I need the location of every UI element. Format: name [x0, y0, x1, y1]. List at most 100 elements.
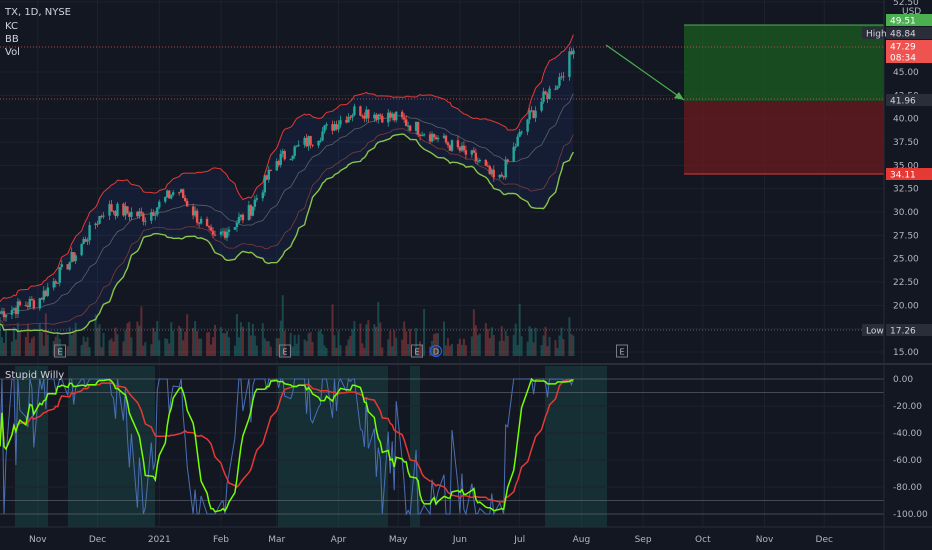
candle-body	[518, 131, 521, 137]
projection-arrow[interactable]	[605, 44, 685, 101]
candle-body	[353, 106, 356, 116]
svg-text:E: E	[414, 348, 419, 357]
volume-bar	[112, 341, 115, 356]
event-marker-e[interactable]: E	[54, 344, 66, 358]
volume-bar	[395, 337, 398, 356]
volume-bar	[305, 341, 308, 356]
svg-text:17.26: 17.26	[890, 327, 916, 337]
volume-bar	[68, 327, 71, 356]
volume-bar	[462, 338, 465, 356]
volume-bar	[303, 339, 306, 356]
volume-bar	[124, 330, 127, 356]
legend-kc[interactable]: KC	[5, 21, 18, 32]
indicator-highlight	[68, 366, 155, 527]
candle-body	[422, 134, 426, 136]
candle-body	[209, 227, 213, 231]
candle-body	[164, 196, 167, 202]
candle-body	[305, 137, 308, 147]
candle-body	[130, 211, 133, 217]
candle-body	[361, 115, 364, 117]
candle-body	[488, 166, 491, 174]
volume-bar	[293, 335, 296, 356]
candle-body	[152, 212, 155, 216]
volume-bar	[24, 336, 27, 356]
candle-body	[211, 230, 215, 235]
candle-body	[303, 137, 306, 145]
volume-bar	[128, 321, 131, 356]
volume-bar	[423, 308, 426, 356]
volume-bar	[168, 343, 171, 356]
volume-bar	[486, 329, 489, 356]
candle-body	[295, 145, 298, 147]
volume-bar	[233, 345, 236, 356]
volume-bar	[206, 332, 209, 356]
time-tick-label: Feb	[213, 535, 229, 545]
candle-body	[516, 136, 519, 147]
candle-body	[183, 197, 187, 201]
candle-body	[249, 205, 253, 216]
candle-body	[227, 229, 231, 232]
candle-body	[219, 231, 223, 235]
volume-bar	[102, 332, 105, 356]
candle-body	[68, 262, 71, 270]
candle-body	[94, 223, 97, 225]
volume-bar	[417, 347, 420, 356]
time-tick-label: Mar	[268, 535, 285, 545]
indicator-title[interactable]: Stupid Willy	[5, 370, 64, 381]
volume-bar	[247, 322, 250, 356]
candle-body	[395, 111, 398, 121]
candle-body	[311, 144, 314, 146]
legend-vol[interactable]: Vol	[5, 47, 20, 58]
volume-bar	[180, 328, 183, 356]
volume-bar	[14, 339, 17, 356]
event-marker-e[interactable]: E	[411, 344, 423, 358]
volume-bar	[114, 327, 117, 356]
volume-bar	[210, 344, 213, 356]
event-marker-e[interactable]: E	[616, 344, 628, 358]
volume-bar	[331, 304, 334, 356]
candle-body	[572, 50, 575, 55]
volume-bar	[490, 327, 493, 356]
legend-bb[interactable]: BB	[5, 34, 19, 45]
candle-body	[359, 106, 362, 116]
candle-body	[291, 156, 294, 160]
volume-bar	[377, 302, 380, 356]
time-tick-label: Dec	[816, 535, 833, 545]
volume-bar	[60, 347, 63, 356]
svg-text:08:34: 08:34	[890, 54, 916, 64]
candle-body	[251, 206, 255, 216]
event-marker-d[interactable]: D	[430, 345, 442, 357]
candle-body	[400, 111, 404, 118]
volume-bar	[367, 320, 370, 356]
candle-body	[373, 114, 376, 119]
volume-bar	[220, 327, 222, 356]
time-axis[interactable]: Nov Dec 2021 Feb Mar Apr May Jun Jul Aug Sep Oct Nov…	[29, 535, 833, 545]
volume-bar	[178, 325, 181, 356]
volume-bar	[182, 340, 185, 356]
time-tick-label: Apr	[331, 535, 347, 545]
candle-body	[4, 314, 8, 318]
indicator-lines	[0, 377, 574, 516]
candle-body	[331, 124, 334, 131]
symbol-title[interactable]: TX, 1D, NYSE	[4, 7, 71, 18]
volume-bar	[514, 323, 517, 356]
volume-bar	[534, 327, 537, 356]
candle-body	[52, 281, 55, 288]
indicator-axis[interactable]: 0.00 -20.00 -40.00 -60.00 -80.00 -100.00	[893, 375, 928, 520]
svg-text:Low: Low	[866, 327, 884, 337]
time-tick-label: Oct	[695, 535, 711, 545]
price-tick-label: 40.00	[893, 115, 919, 125]
volume-bar	[239, 322, 242, 356]
candle-body	[177, 192, 181, 194]
time-tick-label: Nov	[29, 535, 47, 545]
time-tick-label: Nov	[756, 535, 774, 545]
candle-body	[514, 146, 517, 148]
volume-bar	[335, 347, 338, 356]
event-marker-e[interactable]: E	[279, 344, 291, 358]
candle-body	[150, 212, 153, 221]
volume-bar	[419, 341, 422, 356]
candle-body	[277, 161, 280, 166]
candle-body	[363, 115, 366, 119]
